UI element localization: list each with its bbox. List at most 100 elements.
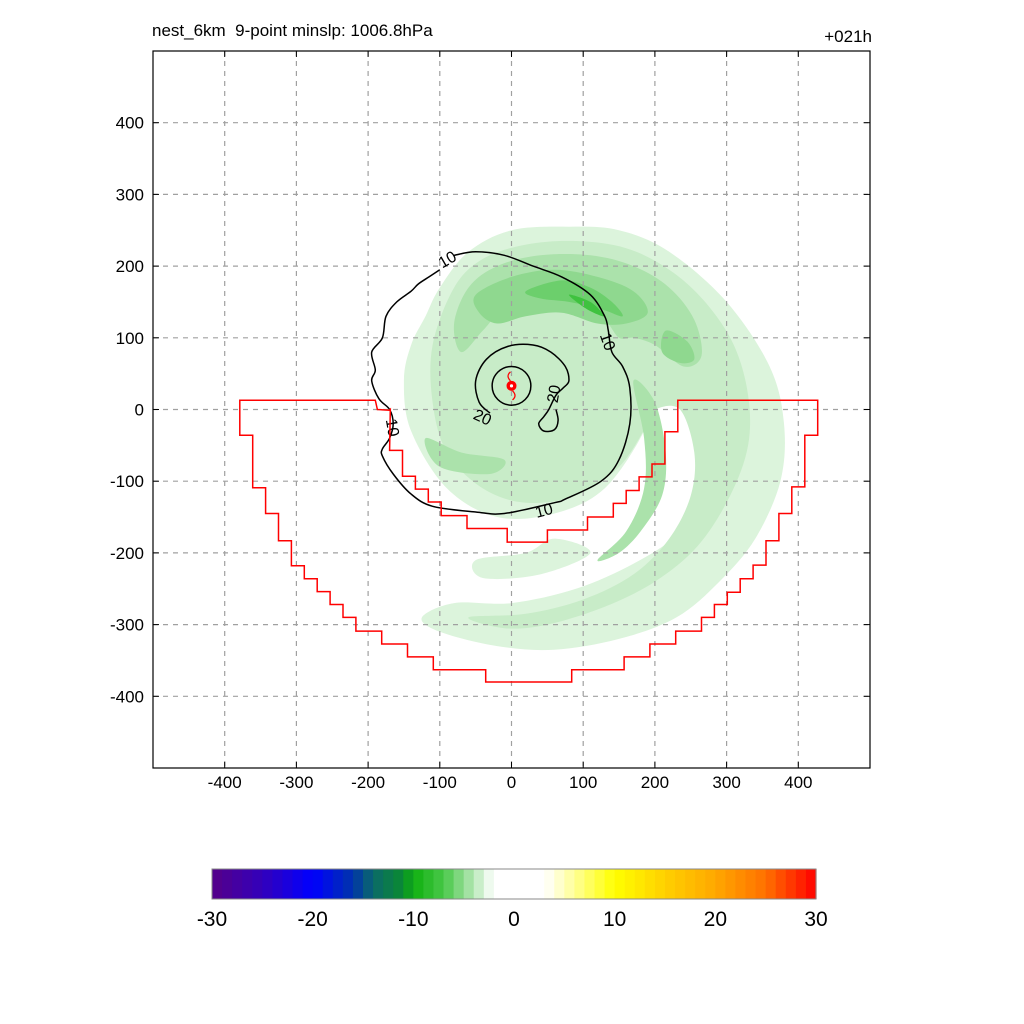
y-tick-label: -300 <box>110 616 144 635</box>
contour-layer: 10 10 10 10 20 20 <box>370 248 632 522</box>
colorbar-swatch <box>665 869 676 899</box>
colorbar-swatch <box>493 869 505 899</box>
colorbar-swatch <box>765 869 777 899</box>
colorbar-tick-label: -10 <box>398 908 428 931</box>
colorbar-swatch <box>463 869 475 899</box>
colorbar-swatch <box>614 869 626 899</box>
x-tick-label: 200 <box>641 773 669 792</box>
cyclone-eye <box>509 384 514 388</box>
contour-line-20 <box>474 343 570 433</box>
shading-layer <box>403 226 785 651</box>
colorbar-swatch <box>312 869 324 899</box>
colorbar-swatch <box>624 869 636 899</box>
colorbar-swatch <box>242 869 253 899</box>
cyclone-arm-top <box>507 371 511 382</box>
colorbar-swatch <box>292 869 304 899</box>
colorbar-tick-label: -30 <box>197 908 227 931</box>
x-tick-label: 300 <box>712 773 740 792</box>
colorbar-swatch <box>352 869 364 899</box>
contour-label: 10 <box>596 331 618 354</box>
colorbar-swatch <box>222 869 233 899</box>
plot-title: nest_6km 9-point minslp: 1006.8hPa <box>152 21 433 40</box>
colorbar-swatch <box>423 869 435 899</box>
colorbar-swatch <box>373 869 384 899</box>
colorbar: -30 -20 -10 0 10 20 30 <box>197 868 828 931</box>
contour-label: 20 <box>545 384 565 405</box>
colorbar-swatch <box>252 869 263 899</box>
colorbar-swatch <box>594 869 606 899</box>
colorbar-swatch <box>232 869 243 899</box>
colorbar-swatch <box>775 869 787 899</box>
x-tick-label: -400 <box>208 773 242 792</box>
colorbar-swatch <box>554 869 565 899</box>
colorbar-swatch <box>654 869 666 899</box>
colorbar-swatch <box>604 869 616 899</box>
cyclone-arm-bottom <box>512 390 516 401</box>
x-tick-label: -100 <box>423 773 457 792</box>
colorbar-swatch <box>443 869 455 899</box>
colorbar-swatch <box>574 869 586 899</box>
colorbar-swatch <box>473 869 485 899</box>
colorbar-swatch <box>675 869 686 899</box>
analysis-boundary-polygon <box>239 399 819 683</box>
contour-label: 20 <box>471 407 494 430</box>
colorbar-tick-label: -20 <box>297 908 327 931</box>
colorbar-swatch <box>383 869 394 899</box>
colorbar-swatch <box>584 869 596 899</box>
colorbar-swatch <box>212 869 223 899</box>
colorbar-swatch <box>735 869 747 899</box>
colorbar-swatch <box>695 869 706 899</box>
colorbar-swatch <box>644 869 656 899</box>
shaded-region-level-6 <box>661 330 695 364</box>
colorbar-swatch <box>785 869 797 899</box>
x-tick-label: 0 <box>507 773 516 792</box>
contour-line-10 <box>370 251 632 515</box>
colorbar-swatch <box>302 869 314 899</box>
colorbar-swatch <box>685 869 696 899</box>
y-tick-label: 400 <box>116 114 144 133</box>
colorbar-swatch <box>544 869 555 899</box>
colorbar-tick-label: 0 <box>508 908 520 931</box>
colorbar-swatch <box>705 869 716 899</box>
y-tick-label: 0 <box>135 401 144 420</box>
colorbar-swatch <box>805 869 817 899</box>
colorbar-swatch <box>433 869 445 899</box>
colorbar-swatch <box>272 869 284 899</box>
colorbar-swatch <box>262 869 273 899</box>
colorbar-swatch <box>524 869 535 899</box>
colorbar-swatch <box>282 869 294 899</box>
colorbar-swatch <box>503 869 515 899</box>
colorbar-swatch <box>745 869 757 899</box>
colorbar-swatch <box>755 869 767 899</box>
y-tick-label: 100 <box>116 329 144 348</box>
y-tick-label: -100 <box>110 472 144 491</box>
x-tick-label: 100 <box>569 773 597 792</box>
colorbar-swatch <box>342 869 354 899</box>
x-tick-label: 400 <box>784 773 812 792</box>
axis-ticks: -400 -300 -200 -100 0 100 200 300 40040030020010… <box>110 51 870 792</box>
contour-line-inner <box>491 365 532 406</box>
colorbar-swatch <box>453 869 465 899</box>
storm-center <box>506 371 517 401</box>
colorbar-swatch <box>725 869 737 899</box>
colorbar-swatch <box>514 869 525 899</box>
shaded-region-level-5 <box>597 379 667 562</box>
colorbar-swatch <box>715 869 726 899</box>
colorbar-swatch <box>483 869 495 899</box>
colorbar-tick-label: 30 <box>804 908 827 931</box>
contour-label: 10 <box>533 501 555 522</box>
forecast-hour-label: +021h <box>824 27 872 46</box>
colorbar-swatch <box>332 869 344 899</box>
boundary-polygon-layer <box>239 399 819 683</box>
colorbar-swatch <box>413 869 424 899</box>
colorbar-swatch <box>403 869 414 899</box>
colorbar-tick-label: 20 <box>704 908 727 931</box>
x-tick-label: -300 <box>279 773 313 792</box>
y-tick-label: 300 <box>116 185 144 204</box>
contour-label: 10 <box>382 417 402 438</box>
colorbar-swatch <box>564 869 575 899</box>
colorbar-swatch <box>322 869 334 899</box>
shaded-region-level-8 <box>568 294 605 317</box>
colorbar-tick-label: 10 <box>603 908 626 931</box>
